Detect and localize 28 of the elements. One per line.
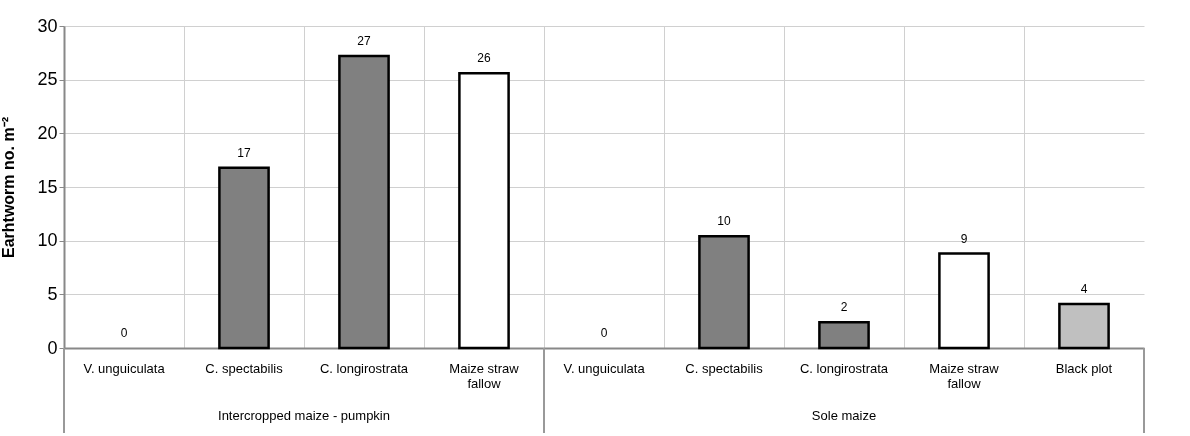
- x-tick-label: Black plot: [1055, 360, 1113, 376]
- y-tick-label: 25: [37, 69, 58, 90]
- x-tick-label: V. unguiculata: [563, 360, 646, 376]
- y-tick-label: 15: [37, 176, 58, 197]
- x-tick-label: Maize straw fallow: [929, 360, 1000, 391]
- data-label: 0: [600, 326, 608, 340]
- x-tick-label: C. spectabilis: [205, 360, 284, 376]
- text: Intercropped maize - pumpkin: [218, 408, 390, 423]
- y-tick-label: 30: [37, 15, 58, 36]
- data-label: 0: [120, 326, 128, 340]
- y-tick-label: 20: [37, 122, 58, 143]
- y-axis-title: Earhtworm no. m⁻²: [0, 116, 18, 259]
- text: Sole maize: [811, 408, 877, 423]
- data-label: 4: [1080, 281, 1088, 296]
- data-label: 2: [840, 300, 848, 315]
- data-label: 17: [237, 145, 251, 160]
- x-tick-label: V. unguiculata: [83, 360, 166, 376]
- data-label: 9: [960, 231, 968, 246]
- y-tick-label: 5: [47, 283, 58, 304]
- y-tick-label: 0: [47, 337, 58, 358]
- x-tick-label: C. longirostrata: [799, 360, 889, 376]
- y-tick-label: 10: [37, 230, 58, 251]
- data-label: 26: [477, 51, 491, 66]
- x-tick-label: C. longirostrata: [319, 360, 409, 376]
- data-label: 10: [717, 214, 731, 229]
- data-label: 27: [357, 34, 371, 49]
- x-tick-label: C. spectabilis: [685, 360, 764, 376]
- x-tick-label: Maize straw fallow: [449, 360, 520, 391]
